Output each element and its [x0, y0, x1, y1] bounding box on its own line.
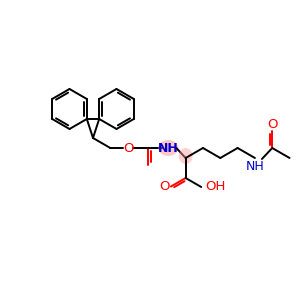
Text: NH: NH [245, 160, 264, 173]
Ellipse shape [178, 148, 193, 164]
Text: OH: OH [205, 181, 225, 194]
Ellipse shape [158, 140, 178, 156]
Text: O: O [123, 142, 134, 154]
Text: NH: NH [158, 142, 179, 154]
Text: O: O [267, 118, 278, 130]
Text: O: O [160, 180, 170, 193]
